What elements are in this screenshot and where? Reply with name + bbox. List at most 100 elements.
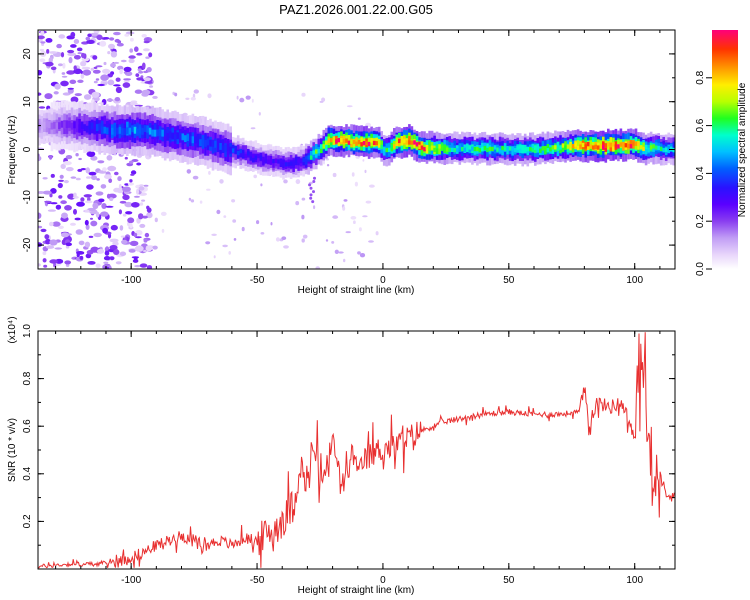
heatmap-cell [121, 128, 124, 136]
colorbar-tick-label: 0.6 [695, 118, 706, 132]
heatmap-cell [619, 142, 623, 147]
heatmap-cell [103, 261, 109, 264]
heatmap-cell [506, 147, 509, 152]
heatmap-cell [73, 65, 77, 71]
heatmap-cell [461, 147, 464, 152]
heatmap-cell [128, 58, 135, 64]
heatmap-cell [321, 97, 326, 102]
heatmap-cell [148, 52, 153, 58]
heatmap-cell [56, 43, 62, 49]
heatmap-cell [80, 197, 85, 202]
heatmap-cell [456, 148, 459, 153]
heatmap-cell [129, 222, 133, 229]
heatmap-cell [652, 144, 655, 149]
heatmap-cell [129, 179, 133, 183]
heatmap-cell [49, 155, 53, 160]
heatmap-cell [100, 184, 107, 189]
heatmap-cell [134, 265, 142, 268]
heatmap-cell [201, 137, 205, 145]
spectrogram-x-ticks: -100 -50 0 50 100 [55, 30, 661, 286]
heatmap-cell [77, 52, 82, 55]
heatmap-cell [93, 80, 98, 84]
heatmap-cell [47, 209, 57, 212]
heatmap-cell [358, 227, 362, 232]
heatmap-cell [106, 193, 111, 199]
heatmap-cell [131, 159, 139, 162]
y-tick-label: 0.8 [22, 371, 33, 385]
heatmap-cell [362, 159, 365, 162]
heatmap-cell [375, 231, 379, 236]
heatmap-cell [97, 83, 105, 87]
heatmap-cell [664, 147, 668, 152]
heatmap-cell [70, 96, 79, 103]
heatmap-cell [50, 122, 54, 130]
heatmap-cell [370, 138, 373, 143]
heatmap-cell [75, 229, 84, 235]
heatmap-cell [105, 205, 114, 208]
heatmap-cell [117, 40, 122, 44]
x-tick-label: 100 [626, 575, 643, 586]
heatmap-cell [302, 157, 305, 162]
heatmap-cell [48, 121, 51, 129]
heatmap-cell [241, 226, 245, 232]
heatmap-cell [124, 201, 133, 208]
heatmap-cell [295, 179, 301, 185]
heatmap-cell [272, 158, 275, 164]
heatmap-cell [496, 147, 499, 152]
heatmap-cell [134, 245, 144, 252]
x-tick-label: -100 [121, 575, 141, 586]
heatmap-cell [204, 139, 207, 147]
heatmap-cell [501, 145, 504, 151]
heatmap-cell [382, 146, 386, 151]
heatmap-cell [186, 134, 190, 141]
heatmap-cell [511, 147, 514, 156]
heatmap-cell [121, 239, 128, 244]
heatmap-cell [122, 213, 127, 217]
heatmap-cell [476, 146, 479, 152]
snr-y-ticks: 0.2 0.4 0.6 0.8 1.0 [22, 324, 675, 570]
heatmap-cell [188, 197, 192, 201]
heatmap-cell [66, 70, 75, 75]
heatmap-cell [139, 263, 148, 268]
heatmap-cell [559, 145, 562, 150]
heatmap-cell [317, 149, 321, 154]
heatmap-cell [127, 182, 134, 186]
heatmap-cell [282, 159, 285, 164]
x-tick-label: 100 [626, 275, 643, 286]
heatmap-cell [295, 201, 300, 206]
heatmap-cell [60, 80, 69, 87]
heatmap-cell [80, 168, 87, 171]
heatmap-cell [120, 235, 126, 238]
heatmap-cell [440, 145, 444, 150]
heatmap-cell [75, 122, 79, 130]
heatmap-cell [672, 148, 675, 153]
heatmap-cell [287, 162, 290, 167]
heatmap-cell [52, 221, 61, 227]
heatmap-cell [450, 142, 454, 152]
heatmap-cell [216, 209, 221, 215]
heatmap-cell [102, 167, 107, 172]
heatmap-cell [644, 145, 648, 154]
heatmap-cell [624, 143, 628, 148]
heatmap-cell [323, 160, 325, 165]
heatmap-cell [410, 140, 414, 145]
y-tick-label: 0.6 [22, 419, 33, 433]
snr-x-ticks: -100 -50 0 50 100 [55, 331, 661, 586]
heatmap-cell [569, 143, 572, 148]
heatmap-cell [322, 144, 326, 149]
heatmap-cell [325, 140, 328, 145]
heatmap-cell [607, 142, 610, 147]
heatmap-cell [110, 51, 118, 58]
heatmap-cell [325, 158, 330, 161]
heatmap-cell [133, 232, 138, 238]
heatmap-cell [106, 127, 109, 135]
heatmap-cell [130, 37, 134, 42]
heatmap-cell [48, 57, 53, 63]
heatmap-cell [199, 200, 203, 204]
heatmap-cell [144, 186, 148, 192]
heatmap-cell [93, 30, 100, 34]
heatmap-cell [141, 34, 147, 38]
heatmap-cell [289, 161, 293, 166]
heatmap-cell [152, 245, 158, 250]
heatmap-cell [140, 202, 144, 206]
